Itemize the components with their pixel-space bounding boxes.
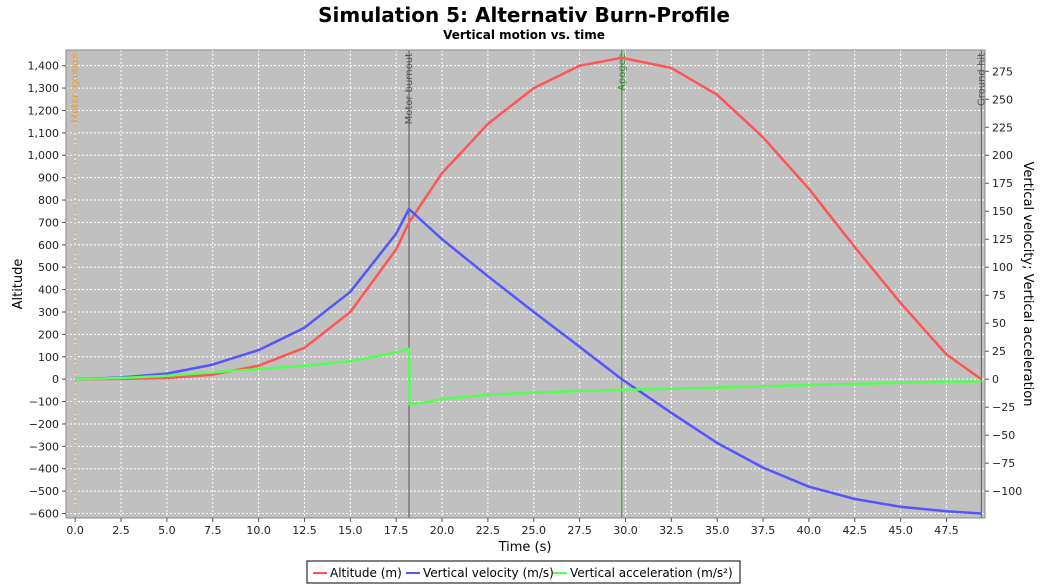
legend-label-velocity: Vertical velocity (m/s) (423, 566, 554, 580)
y-left-tick-label: 300 (38, 306, 59, 319)
y-left-tick-label: 500 (38, 261, 59, 274)
y-left-tick-label: 1,000 (28, 149, 60, 162)
y-left-tick-label: 800 (38, 194, 59, 207)
event-marker-label: Ground hit (976, 53, 987, 106)
x-tick-label: 15.0 (338, 524, 363, 537)
x-tick-label: 45.0 (888, 524, 913, 537)
y-left-tick-label: −100 (29, 396, 59, 409)
y-left-tick-label: −600 (29, 508, 59, 521)
x-tick-label: 17.5 (384, 524, 409, 537)
y-left-tick-label: 0 (52, 373, 59, 386)
x-tick-label: 40.0 (797, 524, 822, 537)
x-axis-label: Time (s) (498, 540, 552, 555)
data-series (75, 56, 983, 515)
y-left-tick-label: 1,100 (28, 127, 60, 140)
chart-subtitle: Vertical motion vs. time (443, 28, 605, 42)
y-left-tick-label: 900 (38, 172, 59, 185)
plot-area (66, 50, 985, 518)
event-marker-label: Motor burnout (404, 53, 415, 124)
y-left-axis-ticks: −600 −500 −400 −300 −200 −100 0 100 200 300 400 500… (28, 60, 66, 521)
y-right-tick-label: −75 (992, 457, 1015, 470)
y-right-tick-label: −25 (992, 401, 1015, 414)
y-left-tick-label: 1,300 (28, 82, 60, 95)
x-tick-label: 2.5 (112, 524, 130, 537)
event-markers: Motor ignition Motor burnout Apogee Ground … (70, 50, 987, 518)
x-tick-label: 20.0 (430, 524, 455, 537)
y-right-tick-label: 200 (992, 149, 1013, 162)
y-left-tick-label: 100 (38, 351, 59, 364)
y-right-tick-label: 275 (992, 65, 1013, 78)
y-right-tick-label: 25 (992, 345, 1006, 358)
x-tick-label: 32.5 (659, 524, 684, 537)
event-marker-label: Apogee (617, 53, 628, 91)
legend-label-altitude: Altitude (m) (330, 566, 402, 580)
x-tick-label: 37.5 (751, 524, 776, 537)
y-left-tick-label: 200 (38, 328, 59, 341)
y-right-tick-label: −50 (992, 429, 1015, 442)
x-tick-label: 47.5 (934, 524, 959, 537)
x-axis-ticks: 0.0 2.5 5.0 7.5 10.0 12.5 15.0 17.5 20.0 22.5 25.0… (66, 518, 959, 537)
y-right-tick-label: 0 (992, 373, 999, 386)
x-tick-label: 7.5 (204, 524, 222, 537)
x-tick-label: 12.5 (292, 524, 317, 537)
y-right-tick-label: 250 (992, 93, 1013, 106)
y-left-axis-label: Altitude (11, 259, 26, 310)
y-right-tick-label: 125 (992, 233, 1013, 246)
y-right-tick-label: −100 (992, 485, 1022, 498)
plot-border (65, 49, 986, 519)
y-left-tick-label: 700 (38, 216, 59, 229)
y-right-tick-label: 225 (992, 121, 1013, 134)
event-marker-label: Motor ignition (70, 53, 81, 122)
y-right-axis-label: Vertical velocity; Vertical acceleration (1020, 162, 1035, 407)
x-tick-label: 5.0 (158, 524, 176, 537)
y-left-tick-label: 600 (38, 239, 59, 252)
y-right-tick-label: 175 (992, 177, 1013, 190)
y-left-tick-label: 1,200 (28, 104, 60, 117)
legend-box (306, 560, 741, 584)
x-tick-label: 30.0 (613, 524, 638, 537)
y-left-tick-label: 1,400 (28, 60, 60, 73)
y-right-tick-label: 100 (992, 261, 1013, 274)
x-tick-label: 35.0 (705, 524, 730, 537)
x-tick-label: 42.5 (843, 524, 868, 537)
y-right-tick-label: 75 (992, 289, 1006, 302)
y-left-tick-label: 400 (38, 284, 59, 297)
x-tick-label: 22.5 (476, 524, 501, 537)
x-tick-label: 0.0 (66, 524, 84, 537)
legend: Altitude (m) Vertical velocity (m/s) Ver… (306, 560, 741, 584)
series-line (75, 207, 982, 515)
y-left-tick-label: −300 (29, 440, 59, 453)
x-tick-label: 10.0 (246, 524, 271, 537)
y-right-tick-label: 150 (992, 205, 1013, 218)
legend-label-acceleration: Vertical acceleration (m/s²) (570, 566, 733, 580)
y-right-tick-label: 50 (992, 317, 1006, 330)
y-left-tick-label: −500 (29, 485, 59, 498)
y-right-axis-ticks: −100 −75 −50 −25 0 25 50 75 100 125 150 175 200 225 25… (985, 65, 1022, 498)
series-line (75, 347, 982, 407)
x-tick-label: 27.5 (567, 524, 592, 537)
chart-title: Simulation 5: Alternativ Burn-Profile (318, 3, 730, 27)
y-left-tick-label: −400 (29, 463, 59, 476)
y-left-tick-label: −200 (29, 418, 59, 431)
x-tick-label: 25.0 (522, 524, 547, 537)
grid-lines (66, 50, 985, 518)
